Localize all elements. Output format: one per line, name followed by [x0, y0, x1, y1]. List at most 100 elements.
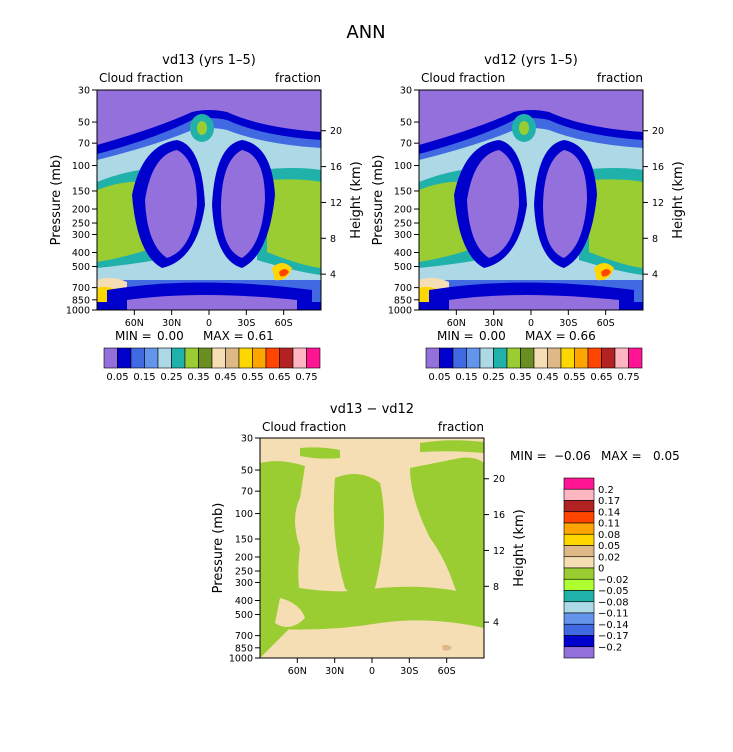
legend-label: 0.17: [598, 496, 620, 507]
panel-subtitle-right: fraction: [597, 71, 643, 85]
latitude-tick-label: 60N: [125, 318, 144, 329]
legend-swatch: [563, 623, 595, 636]
negative-region-right: [410, 457, 484, 628]
latitude-tick-label: 0: [206, 318, 212, 329]
pressure-tick-label: 30: [241, 434, 253, 445]
max-value: 0.61: [247, 329, 274, 343]
legend-label: 0.65: [590, 372, 612, 383]
pressure-tick-label: 30: [400, 86, 412, 97]
pressure-tick-label: 700: [72, 283, 90, 294]
legend-swatch: [563, 488, 595, 501]
legend-label: 0.2: [598, 485, 614, 496]
legend-label: 0.65: [268, 372, 290, 383]
y-right-axis-label: Height (km): [671, 161, 686, 238]
legend-label: −0.17: [598, 631, 629, 642]
latitude-tick-label: 60S: [275, 318, 293, 329]
level-9-band: [279, 269, 289, 277]
legend-swatch: [574, 347, 589, 369]
height-tick-label: 8: [330, 234, 336, 245]
pressure-tick-label: 200: [72, 205, 90, 216]
legend-swatch: [563, 500, 595, 513]
negative-region-center: [333, 474, 384, 598]
legend-label: 0.08: [598, 530, 620, 541]
legend-label: 0.75: [617, 372, 639, 383]
panel-subtitle-left: Cloud fraction: [99, 71, 183, 85]
panel-subtitle-right: fraction: [438, 420, 484, 434]
pressure-tick-label: 1000: [388, 306, 412, 317]
pressure-tick-label: 250: [394, 219, 412, 230]
pressure-tick-label: 850: [394, 295, 412, 306]
legend-label: 0.45: [536, 372, 558, 383]
legend-label: 0.05: [428, 372, 450, 383]
latitude-axis: 60N 30N 0 30S 60S: [447, 310, 615, 329]
y-axis-label: Pressure (mb): [49, 155, 64, 246]
height-axis: 4 8 12 16 20: [484, 474, 505, 629]
legend-swatch: [563, 635, 595, 648]
legend-swatch: [171, 347, 186, 369]
pressure-tick-label: 200: [235, 553, 253, 564]
legend-label: 0.05: [598, 541, 620, 552]
legend-label: −0.2: [598, 642, 622, 653]
y-right-axis-label: Height (km): [512, 509, 527, 586]
legend-swatch: [563, 601, 595, 614]
min-label: MIN =: [115, 329, 152, 343]
legend-swatch: [184, 347, 199, 369]
min-label: MIN =: [437, 329, 474, 343]
latitude-axis: 60N 30N 0 30S 60S: [288, 658, 456, 677]
contour-layers: [97, 90, 321, 310]
max-label: MAX =: [601, 449, 642, 463]
legend-label: −0.05: [598, 586, 629, 597]
y-axis-label: Pressure (mb): [371, 155, 386, 246]
pressure-tick-label: 300: [72, 230, 90, 241]
pressure-tick-label: 50: [241, 466, 253, 477]
pressure-tick-label: 250: [235, 567, 253, 578]
pressure-tick-label: 700: [394, 283, 412, 294]
legend-swatch: [563, 545, 595, 558]
panel-subtitle-left: Cloud fraction: [421, 71, 505, 85]
pressure-tick-label: 1000: [229, 654, 253, 665]
pressure-tick-label: 100: [394, 161, 412, 172]
legend-swatch: [506, 347, 521, 369]
panel-subtitle-left: Cloud fraction: [262, 420, 346, 434]
legend-swatch: [563, 590, 595, 603]
latitude-axis: 60N 30N 0 30S 60S: [125, 310, 293, 329]
legend-label: 0.15: [133, 372, 155, 383]
min-value: −0.06: [554, 449, 591, 463]
legend-swatch: [563, 567, 595, 580]
contour-layers: [419, 90, 643, 310]
height-tick-label: 16: [652, 162, 664, 173]
height-tick-label: 16: [330, 162, 342, 173]
y-axis-label: Pressure (mb): [211, 503, 226, 594]
panel-title: vd12 (yrs 1–5): [484, 53, 578, 68]
height-tick-label: 16: [493, 510, 505, 521]
pressure-tick-label: 70: [241, 487, 253, 498]
legend-swatch: [601, 347, 616, 369]
contour-field: [260, 438, 484, 658]
legend-label: 0.55: [241, 372, 263, 383]
legend-swatch: [493, 347, 508, 369]
pressure-tick-label: 500: [235, 610, 253, 621]
pressure-tick-label: 850: [72, 295, 90, 306]
pressure-tick-label: 70: [78, 139, 90, 150]
legend-swatch: [563, 646, 595, 659]
legend-swatch: [157, 347, 172, 369]
min-value: 0.00: [479, 329, 506, 343]
color-legend: 0.05 0.15 0.25 0.35 0.45 0.55 0.65 0.75: [103, 347, 321, 383]
pressure-tick-label: 200: [394, 205, 412, 216]
legend-swatch: [560, 347, 575, 369]
legend-label: 0.55: [563, 372, 585, 383]
min-value: 0.00: [157, 329, 184, 343]
legend-swatch: [306, 347, 321, 369]
max-value: 0.05: [653, 449, 680, 463]
legend-swatch: [292, 347, 307, 369]
pressure-tick-label: 1000: [66, 306, 90, 317]
panel-title: vd13 − vd12: [330, 402, 414, 417]
legend-label: −0.14: [598, 620, 629, 631]
y-right-axis-label: Height (km): [349, 161, 364, 238]
height-tick-label: 4: [493, 618, 499, 629]
max-label: MAX =: [525, 329, 566, 343]
